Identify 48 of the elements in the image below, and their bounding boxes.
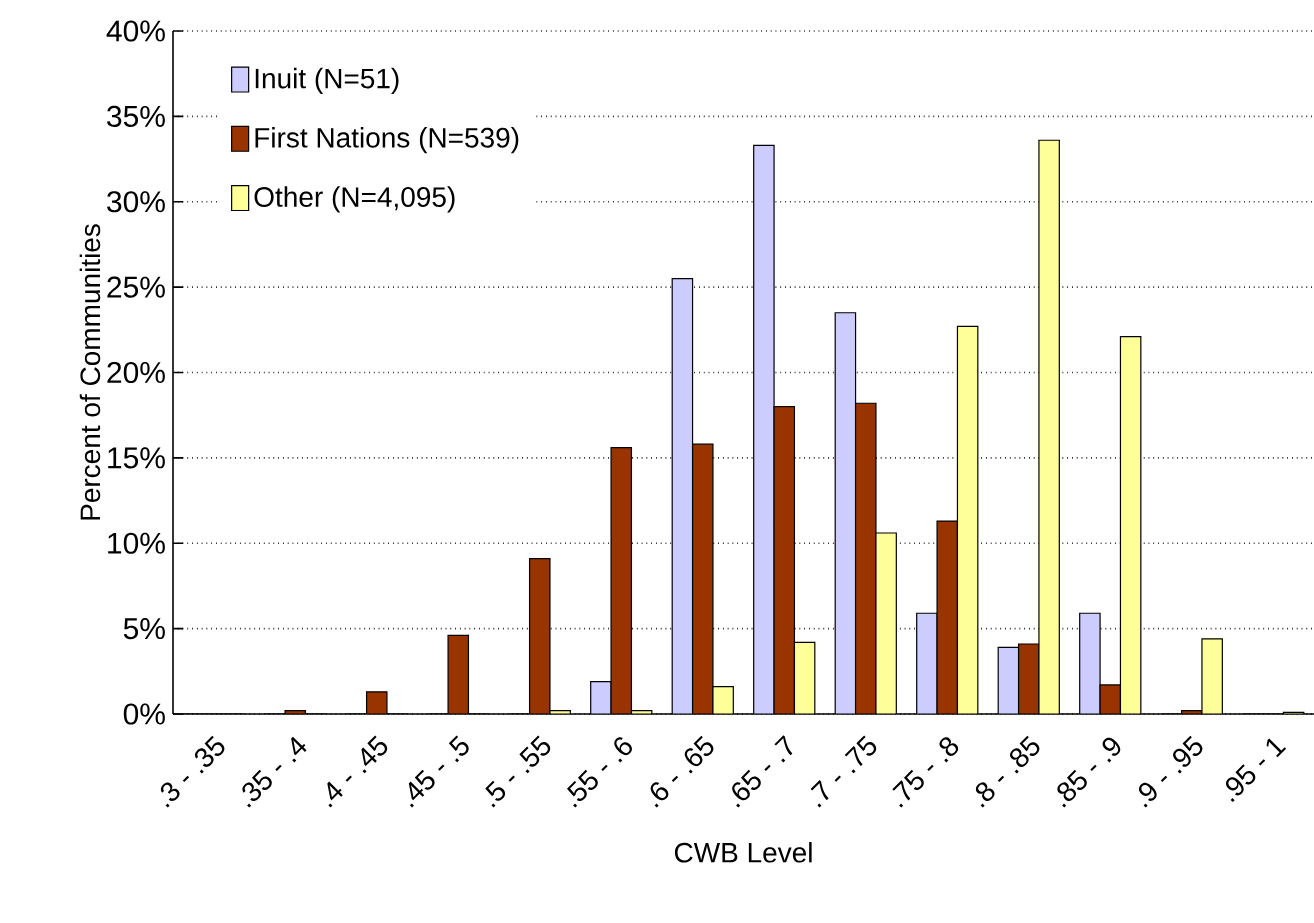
y-tick-label: 20% [107,361,165,384]
y-axis-title: Percent of Communities [79,224,101,520]
bar [997,646,1020,714]
bar [1017,643,1040,714]
bar [753,144,775,714]
bar [610,447,633,714]
x-tick-label: .8 - .85 [975,735,1040,808]
y-tick-label: 40% [106,20,165,42]
bar [1119,336,1142,714]
x-tick-label: .7 - .75 [810,735,877,808]
y-tick-label: 35% [107,105,165,127]
bar [671,277,694,714]
y-tick-label: 10% [108,532,165,554]
bar [916,612,938,714]
x-tick-label: .9 - .95 [1138,735,1203,808]
bar [875,532,897,714]
x-tick-label: .85 - .9 [1057,737,1121,808]
legend-label: Other (N=4,095) [254,186,455,213]
x-tick-label: .65 - .7 [732,735,793,808]
x-tick-label: .4 - .45 [327,735,388,808]
bar [793,641,816,714]
y-tick-label: 0% [123,703,165,725]
bar [447,634,470,714]
bar [773,406,796,714]
bar [956,325,979,714]
y-tick-label: 5% [123,618,165,640]
x-tick-label: .95 - 1 [1225,738,1287,803]
x-tick-label: .55 - .6 [566,737,632,808]
x-axis-title: CWB Level [674,842,812,863]
bar [854,402,877,714]
y-tick-label: 15% [108,447,165,469]
bar [691,443,714,714]
x-tick-label: .3 - .35 [160,735,225,808]
bar [1201,638,1223,714]
bar [1038,139,1060,714]
y-tick-label: 30% [107,191,165,213]
bar [936,520,959,714]
bar [528,558,551,714]
bar [834,312,857,714]
x-tick-label: .6 - .65 [650,735,714,808]
x-tick-label: .75 - .8 [892,737,959,808]
bar [1079,612,1101,714]
x-tick-label: .45 - .5 [408,735,469,808]
x-tick-label: .35 - .4 [242,736,307,808]
legend-label: Inuit (N=51) [255,67,399,94]
y-tick-label: 25% [107,276,165,298]
legend-label: First Nations (N=539) [255,127,519,154]
x-tick-label: .5 - .55 [485,735,551,808]
